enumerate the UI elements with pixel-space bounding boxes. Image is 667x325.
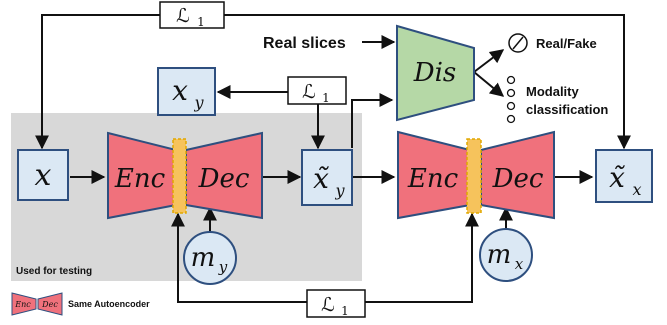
real-fake-icon-needle	[512, 36, 524, 50]
xy-tilde-box	[301, 149, 353, 206]
top-loss-path	[35, 14, 631, 150]
xy-subscript: y	[193, 93, 204, 112]
real-slices-label: Real slices	[263, 35, 346, 52]
discriminator-label: Dis	[413, 58, 457, 88]
arrow-xy-tilde-to-dis	[351, 93, 394, 148]
x-box	[17, 149, 69, 201]
modality-dot-2	[506, 88, 516, 98]
xy-label: x	[172, 74, 188, 107]
legend-encoder	[11, 292, 37, 316]
decoder-2-label: Dec	[492, 164, 544, 194]
my-label: m	[191, 243, 216, 273]
mid-loss-box	[287, 76, 347, 105]
x-label: x	[35, 158, 52, 193]
legend-enc-label: Enc	[14, 300, 31, 309]
decoder-1-label: Dec	[198, 164, 250, 194]
mx-label: m	[487, 240, 512, 270]
legend-dec-label: Dec	[41, 300, 58, 309]
xy-tilde-subscript: y	[334, 181, 345, 200]
top-loss-box	[159, 1, 225, 29]
modality-dot-4	[506, 114, 516, 124]
xx-tilde-subscript: x	[632, 180, 641, 199]
arrow-dis-to-modality	[473, 71, 505, 97]
my-subscript: y	[218, 258, 228, 276]
mx-subscript: x	[515, 255, 524, 273]
discriminator	[396, 24, 475, 122]
bottom-loss-subscript: 1	[341, 304, 349, 318]
xy-tilde-label: x̃	[313, 162, 329, 195]
xx-tilde-label: x̃	[609, 161, 625, 194]
real-fake-label: Real/Fake	[536, 36, 597, 51]
bottom-loss-label: ℒ	[321, 294, 335, 316]
bottom-loss-box	[306, 289, 366, 318]
legend-text: Same Autoencoder	[68, 299, 150, 309]
xy-box	[157, 67, 216, 116]
my-circle	[183, 231, 237, 285]
top-loss-subscript: 1	[197, 15, 205, 29]
mx-circle	[479, 228, 533, 282]
encoder-1-label: Enc	[114, 164, 166, 194]
legend-decoder	[37, 292, 63, 316]
arrow-dis-to-real-fake	[473, 49, 505, 73]
mid-loss-label: ℒ	[302, 81, 316, 103]
modality-dot-3	[506, 101, 516, 111]
modality-dot-1	[506, 75, 516, 85]
testing-label: Used for testing	[16, 266, 92, 277]
encoder-2-label: Enc	[407, 164, 459, 194]
mid-loss-subscript: 1	[322, 91, 330, 105]
latent-1	[172, 138, 187, 214]
top-loss-label: ℒ	[176, 5, 190, 27]
latent-2	[466, 138, 482, 214]
modality-label-line1: Modality	[526, 84, 579, 99]
modality-label-line2: classification	[526, 102, 608, 117]
xx-tilde-box	[595, 149, 653, 203]
